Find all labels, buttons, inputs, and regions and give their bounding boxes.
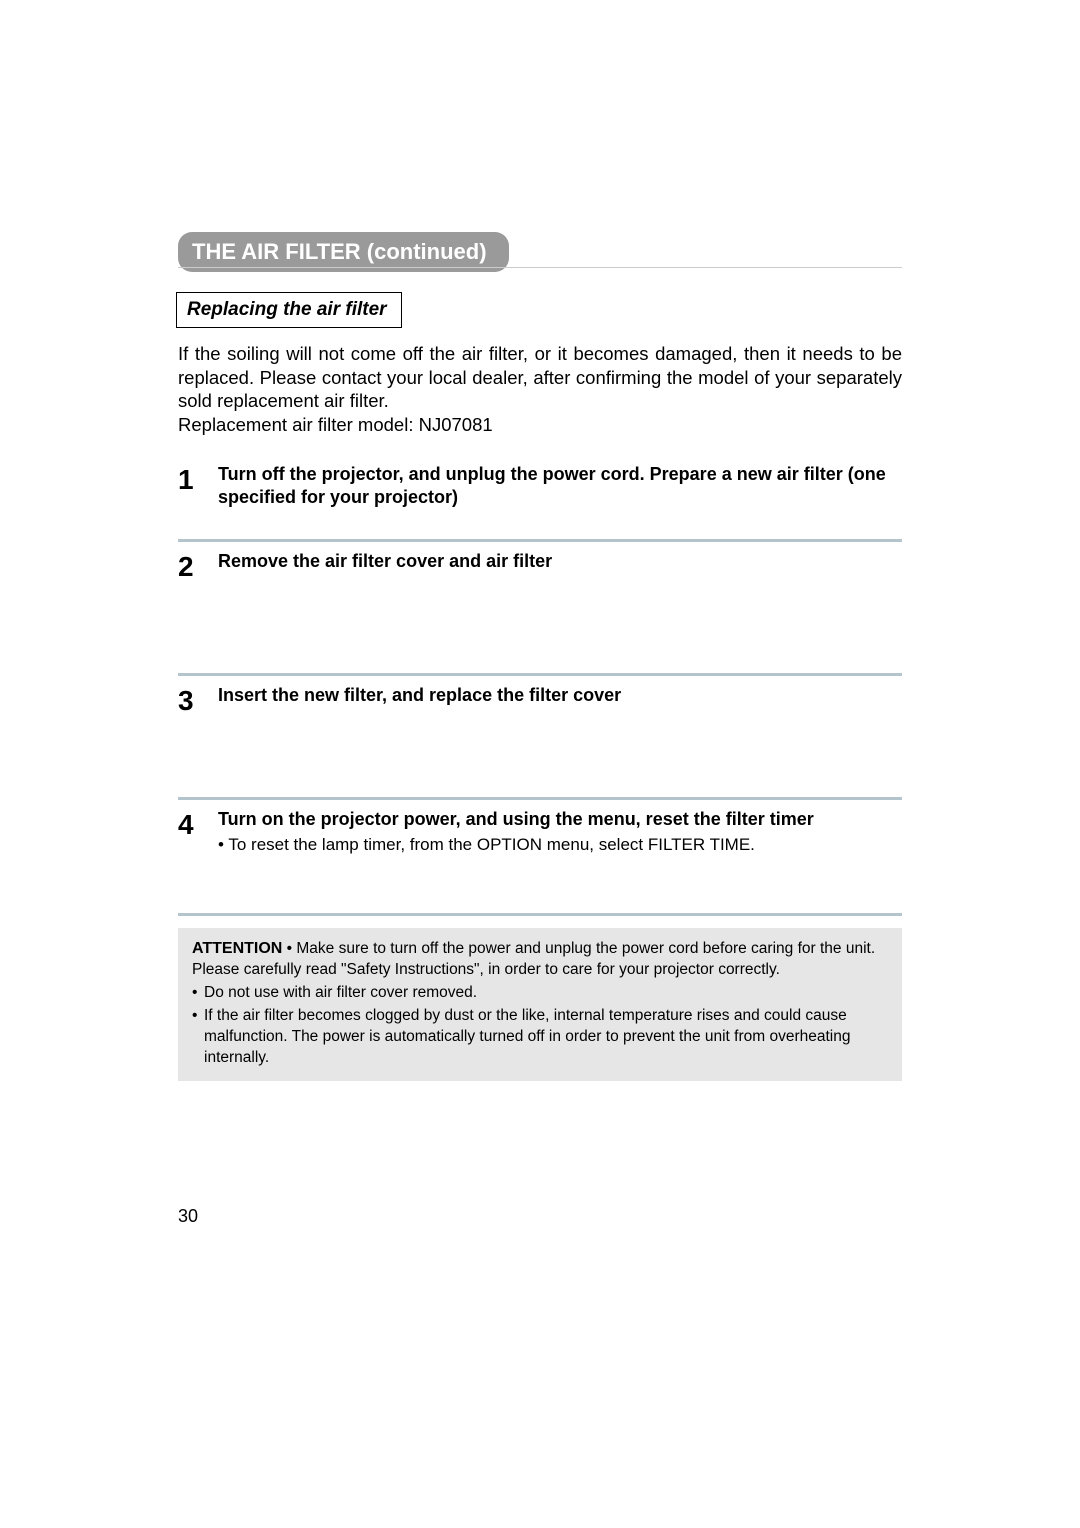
step-divider: [178, 913, 902, 916]
step-title: Turn off the projector, and unplug the p…: [218, 463, 902, 510]
step-spacer: [178, 863, 902, 911]
step-title: Insert the new filter, and replace the f…: [218, 684, 648, 707]
step-note: • To reset the lamp timer, from the OPTI…: [218, 835, 902, 855]
step-content: Insert the new filter, and replace the f…: [218, 684, 902, 707]
attention-bullet: If the air filter becomes clogged by dus…: [192, 1006, 888, 1069]
step-number: 4: [178, 808, 218, 841]
step-number: 2: [178, 550, 218, 583]
step-title: Turn on the projector power, and using t…: [218, 808, 902, 831]
intro-model-line: Replacement air filter model: NJ07081: [178, 413, 902, 437]
step-spacer: [178, 591, 902, 671]
attention-bullet: Do not use with air filter cover removed…: [192, 983, 888, 1004]
step-content: Turn on the projector power, and using t…: [218, 808, 902, 855]
attention-lead: ATTENTION • Make sure to turn off the po…: [192, 940, 875, 978]
attention-label: ATTENTION: [192, 940, 282, 957]
step-content: Turn off the projector, and unplug the p…: [218, 463, 902, 510]
step: 4Turn on the projector power, and using …: [178, 800, 902, 863]
document-page: THE AIR FILTER (continued) Replacing the…: [178, 232, 902, 1081]
step: 2Remove the air filter cover and air fil…: [178, 542, 902, 591]
step: 1Turn off the projector, and unplug the …: [178, 455, 902, 518]
section-title: THE AIR FILTER (continued): [178, 232, 509, 272]
step-number: 1: [178, 463, 218, 496]
step-spacer: [178, 725, 902, 795]
attention-box: ATTENTION • Make sure to turn off the po…: [178, 928, 902, 1081]
intro-paragraph: If the soiling will not come off the air…: [178, 342, 902, 413]
page-number: 30: [178, 1206, 198, 1227]
attention-lead-text: • Make sure to turn off the power and un…: [192, 940, 875, 978]
subtitle-box: Replacing the air filter: [176, 292, 402, 328]
step-title: Remove the air filter cover and air filt…: [218, 550, 902, 573]
steps-list: 1Turn off the projector, and unplug the …: [178, 455, 902, 917]
attention-bullets: Do not use with air filter cover removed…: [192, 983, 888, 1069]
subtitle: Replacing the air filter: [187, 299, 387, 320]
title-underline: [178, 267, 902, 268]
step-content: Remove the air filter cover and air filt…: [218, 550, 902, 573]
section-title-wrap: THE AIR FILTER (continued): [178, 232, 902, 272]
step: 3Insert the new filter, and replace the …: [178, 676, 902, 725]
step-spacer: [178, 517, 902, 537]
step-number: 3: [178, 684, 218, 717]
